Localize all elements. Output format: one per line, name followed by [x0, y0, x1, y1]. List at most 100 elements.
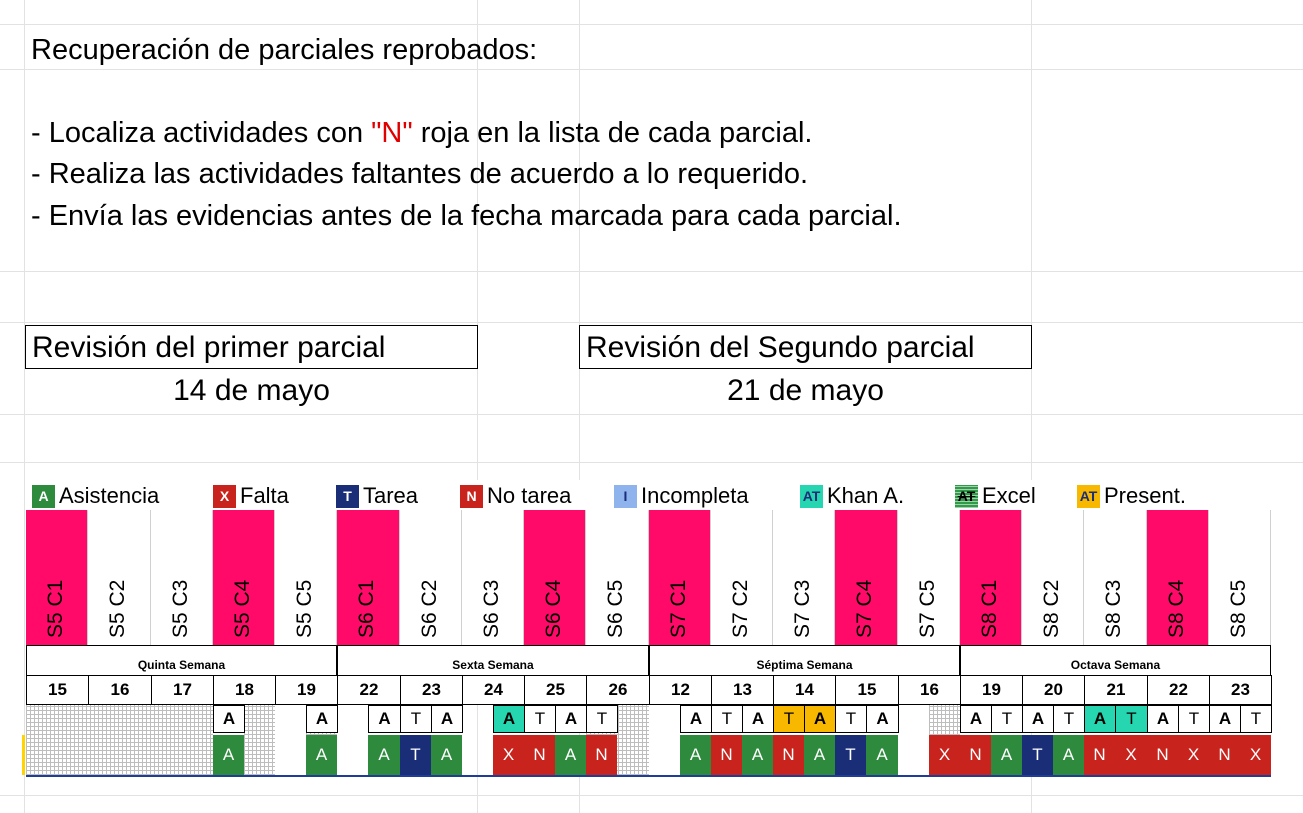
- session-header: S6 C4: [524, 510, 586, 645]
- legend-label: Khan A.: [827, 483, 905, 508]
- legend-label: No tarea: [487, 483, 572, 508]
- activity-status-cell: A: [866, 735, 898, 775]
- session-label: S6 C5: [604, 579, 627, 638]
- legend: A Asistencia X Falta T Tarea N No tarea I Incompl…: [26, 480, 1269, 511]
- second-review-label: Revisión del Segundo parcial: [579, 325, 1032, 369]
- session-header: S7 C4: [835, 510, 898, 645]
- legend-item-khan-a: AT Khan A.: [800, 483, 904, 509]
- activity-status-cell: A: [804, 735, 835, 775]
- activity-type-cell: A: [493, 705, 525, 733]
- day-cell: 18: [213, 675, 276, 705]
- activity-status-cell: A: [213, 735, 244, 775]
- legend-item-no-tarea: N No tarea: [460, 483, 571, 509]
- instructions-title: Recuperación de parciales reprobados:: [31, 34, 538, 66]
- activity-status-cell: T: [835, 735, 866, 775]
- activity-status-cell: X: [1178, 735, 1209, 775]
- session-header: S8 C1: [960, 510, 1022, 645]
- session-header: S8 C5: [1209, 510, 1271, 645]
- legend-label: Falta: [240, 483, 289, 508]
- session-label: S7 C1: [667, 579, 690, 638]
- present-icon: AT: [1077, 484, 1100, 508]
- instruction-bullet-2: - Realiza las actividades faltantes de a…: [31, 158, 809, 190]
- legend-item-excel: AT Excel: [955, 483, 1036, 509]
- day-cell: 15: [26, 675, 89, 705]
- day-cell: 22: [1147, 675, 1210, 705]
- second-review-date: 21 de mayo: [727, 374, 884, 407]
- day-cell: 20: [1022, 675, 1085, 705]
- session-header: S6 C2: [400, 510, 462, 645]
- first-review-date: 14 de mayo: [173, 374, 330, 407]
- day-cell: 23: [1209, 675, 1272, 705]
- activity-status-cell: A: [431, 735, 462, 775]
- day-cell: 12: [649, 675, 712, 705]
- session-header: S8 C3: [1084, 510, 1147, 645]
- falta-icon: X: [213, 484, 236, 508]
- tarea-icon: T: [336, 484, 359, 508]
- activity-status-cell: X: [1240, 735, 1271, 775]
- session-header: S7 C5: [898, 510, 960, 645]
- activity-status-cell: A: [555, 735, 586, 775]
- session-header: S7 C1: [649, 510, 711, 645]
- sessions-row: S5 C1 S5 C2 S5 C3 S5 C4 S5 C5 S6 C1 S6 C2 S6 C3…: [26, 510, 1271, 645]
- activity-type-cell: T: [1053, 705, 1085, 733]
- instruction-bullet-1: - Localiza actividades con "N" roja en l…: [31, 113, 902, 155]
- activity-type-cell: A: [1084, 705, 1116, 733]
- activity-type-cell: T: [586, 705, 618, 733]
- session-header: S5 C2: [88, 510, 151, 645]
- session-label: S6 C2: [418, 579, 441, 638]
- activity-type-cell: T: [773, 705, 805, 733]
- activity-status-cell: N: [586, 735, 617, 775]
- activity-type-cell: A: [804, 705, 836, 733]
- day-cell: 14: [773, 675, 836, 705]
- session-label: S8 C3: [1102, 579, 1125, 638]
- session-header: S8 C2: [1022, 510, 1084, 645]
- day-cell: 16: [898, 675, 961, 705]
- session-header: S5 C1: [26, 510, 88, 645]
- day-cell: 16: [88, 675, 152, 705]
- activity-status-cell: X: [493, 735, 524, 775]
- session-label: S5 C1: [44, 579, 67, 638]
- day-cell: 24: [462, 675, 525, 705]
- activity-type-cell: A: [960, 705, 992, 733]
- day-cell: 19: [275, 675, 338, 705]
- activity-type-cell: T: [1178, 705, 1210, 733]
- activity-status-cell: N: [524, 735, 555, 775]
- activity-type-cell: T: [400, 705, 432, 733]
- session-header: S7 C2: [711, 510, 773, 645]
- activity-type-cell: A: [1022, 705, 1054, 733]
- legend-item-incompleta: I Incompleta: [614, 483, 749, 509]
- activity-type-cell: T: [835, 705, 867, 733]
- activity-type-cell: T: [1115, 705, 1148, 733]
- session-header: S5 C5: [275, 510, 337, 645]
- session-label: S5 C2: [106, 579, 129, 638]
- session-label: S5 C5: [293, 579, 316, 638]
- activity-type-cell: T: [991, 705, 1023, 733]
- instructions: Recuperación de parciales reprobados: - …: [31, 30, 902, 237]
- session-header: S7 C3: [773, 510, 835, 645]
- activity-type-cell: A: [213, 705, 245, 733]
- day-cell: 25: [524, 675, 587, 705]
- session-label: S8 C2: [1040, 579, 1063, 638]
- table-bottom-border: [26, 775, 1271, 777]
- session-header: S6 C3: [462, 510, 524, 645]
- activity-status-cell: A: [680, 735, 711, 775]
- first-review-label: Revisión del primer parcial: [25, 325, 478, 369]
- bullet-1-before: - Localiza actividades con: [31, 116, 372, 149]
- activity-status-cell: N: [1084, 735, 1115, 775]
- day-cell: 21: [1084, 675, 1148, 705]
- day-cell: 17: [151, 675, 214, 705]
- session-header: S6 C1: [337, 510, 400, 645]
- day-cell: 26: [586, 675, 650, 705]
- legend-item-asistencia: A Asistencia: [32, 483, 159, 509]
- selection-mark: [22, 735, 25, 775]
- session-label: S8 C4: [1165, 579, 1188, 638]
- activity-type-cell: A: [1209, 705, 1241, 733]
- excel-icon: AT: [955, 484, 978, 508]
- legend-item-present: AT Present.: [1077, 483, 1186, 509]
- session-label: S7 C2: [729, 579, 752, 638]
- activity-status-cell: N: [1147, 735, 1178, 775]
- activity-status-cell: N: [773, 735, 804, 775]
- activity-type-cell: A: [680, 705, 712, 733]
- activity-status-cell: N: [711, 735, 742, 775]
- instruction-bullet-3: - Envía las evidencias antes de la fecha…: [31, 199, 902, 232]
